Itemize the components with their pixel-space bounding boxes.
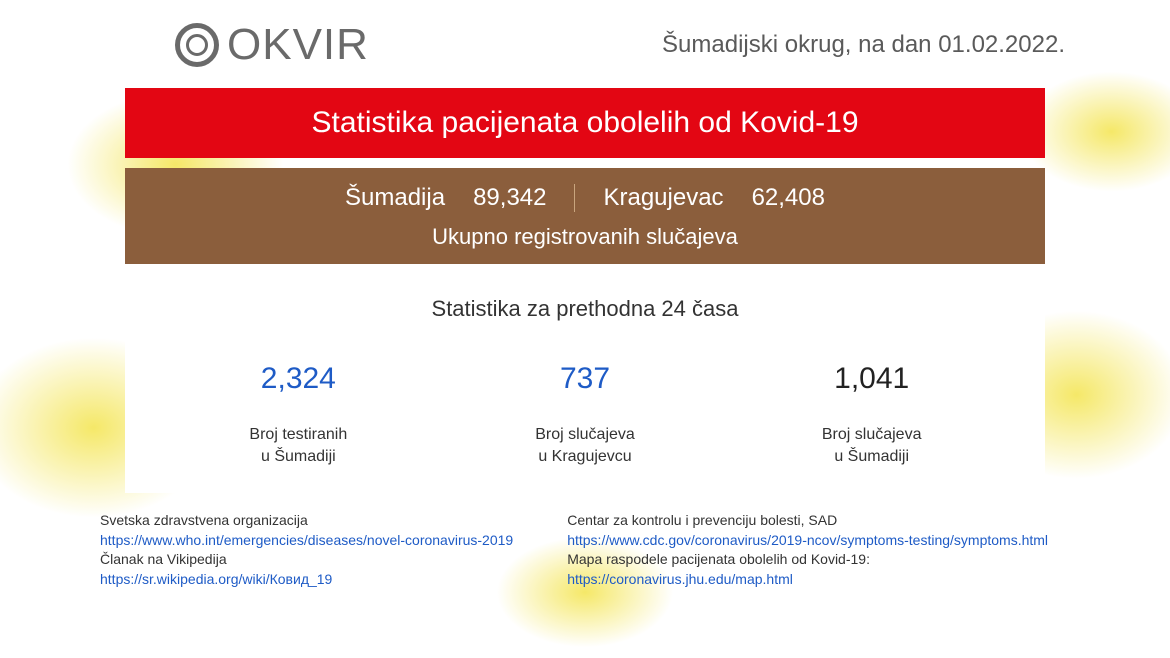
source-title: Mapa raspodele pacijenata obolelih od Ko…: [567, 550, 1070, 570]
divider-icon: [574, 184, 575, 212]
title-text: Statistika pacijenata obolelih od Kovid-…: [311, 106, 858, 139]
logo-circle-icon: [175, 23, 219, 67]
source-link[interactable]: https://coronavirus.jhu.edu/map.html: [567, 570, 1070, 590]
panel-title: Statistika za prethodna 24 časa: [125, 296, 1045, 322]
stats-row: 2,324 Broj testiranih u Šumadiji 737 Bro…: [125, 362, 1045, 467]
logo: OKVIR: [175, 20, 369, 70]
region1-value: 89,342: [473, 184, 546, 212]
totals-banner: Šumadija 89,342 Kragujevac 62,408 Ukupno…: [125, 168, 1045, 264]
region-label: Šumadijski okrug, na dan: [662, 31, 931, 58]
stat-label: Broj testiranih u Šumadiji: [155, 424, 442, 467]
region2-value: 62,408: [752, 184, 825, 212]
header: OKVIR Šumadijski okrug, na dan 01.02.202…: [90, 20, 1080, 70]
stat-col-tested: 2,324 Broj testiranih u Šumadiji: [155, 362, 442, 467]
header-date: Šumadijski okrug, na dan 01.02.2022.: [662, 31, 1065, 59]
date-value: 01.02.2022.: [938, 31, 1065, 58]
sources-left: Svetska zdravstvena organizacija https:/…: [100, 511, 537, 589]
source-title: Svetska zdravstvena organizacija: [100, 511, 537, 531]
source-title: Članak na Vikipedija: [100, 550, 537, 570]
sources-right: Centar za kontrolu i prevenciju bolesti,…: [537, 511, 1070, 589]
stat-value: 1,041: [728, 362, 1015, 396]
sources: Svetska zdravstvena organizacija https:/…: [90, 511, 1080, 589]
title-banner: Statistika pacijenata obolelih od Kovid-…: [125, 88, 1045, 158]
totals-subtitle: Ukupno registrovanih slučajeva: [125, 224, 1045, 250]
source-link[interactable]: https://sr.wikipedia.org/wiki/Ковид_19: [100, 570, 537, 590]
source-title: Centar za kontrolu i prevenciju bolesti,…: [567, 511, 1070, 531]
stat-value: 2,324: [155, 362, 442, 396]
region1-label: Šumadija: [345, 184, 445, 212]
stat-label: Broj slučajeva u Kragujevcu: [442, 424, 729, 467]
logo-text: OKVIR: [227, 20, 369, 70]
daily-stats-panel: Statistika za prethodna 24 časa 2,324 Br…: [125, 278, 1045, 493]
stat-col-kragujevac: 737 Broj slučajeva u Kragujevcu: [442, 362, 729, 467]
source-link[interactable]: https://www.cdc.gov/coronavirus/2019-nco…: [567, 531, 1070, 551]
stat-col-sumadija: 1,041 Broj slučajeva u Šumadiji: [728, 362, 1015, 467]
region2-label: Kragujevac: [603, 184, 723, 212]
source-link[interactable]: https://www.who.int/emergencies/diseases…: [100, 531, 537, 551]
stat-value: 737: [442, 362, 729, 396]
stat-label: Broj slučajeva u Šumadiji: [728, 424, 1015, 467]
totals-row: Šumadija 89,342 Kragujevac 62,408: [125, 184, 1045, 212]
